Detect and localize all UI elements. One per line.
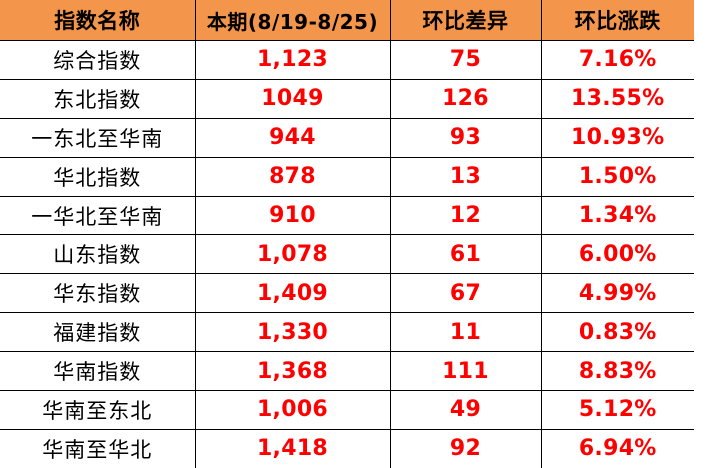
table-body: 综合指数 1,123 75 7.16% 东北指数 1049 126 13.55% 一东北至华南 9… — [0, 40, 694, 468]
cell-mom-difference: 13 — [389, 156, 542, 197]
cell-current-period: 1,078 — [194, 234, 391, 275]
cell-index-name: 华北指数 — [0, 156, 196, 197]
cell-current-period: 1,418 — [194, 428, 391, 468]
table-row: 一东北至华南 944 93 10.93% — [0, 117, 694, 158]
column-header-mom-difference: 环比差异 — [390, 0, 542, 41]
cell-mom-change: 0.83% — [540, 312, 694, 353]
cell-mom-change: 4.99% — [540, 273, 694, 314]
cell-index-name: 华南至东北 — [0, 390, 196, 430]
table-row: 华东指数 1,409 67 4.99% — [0, 273, 694, 314]
cell-mom-change: 10.93% — [540, 117, 694, 158]
cell-mom-change: 6.94% — [540, 428, 694, 468]
cell-mom-difference: 93 — [389, 117, 542, 158]
cell-index-name: 综合指数 — [0, 40, 196, 80]
cell-mom-difference: 12 — [389, 195, 542, 236]
table-row: 福建指数 1,330 11 0.83% — [0, 312, 694, 353]
cell-current-period: 1,368 — [194, 351, 391, 392]
cell-index-name: 一东北至华南 — [0, 117, 196, 158]
table-header: 指数名称 本期(8/19-8/25) 环比差异 环比涨跌 — [0, 0, 694, 41]
cell-mom-change: 13.55% — [540, 78, 694, 119]
table-row: 华南至东北 1,006 49 5.12% — [0, 390, 694, 430]
cell-mom-change: 8.83% — [540, 351, 694, 392]
cell-index-name: 东北指数 — [0, 78, 196, 119]
table-row: 山东指数 1,078 61 6.00% — [0, 234, 694, 275]
column-header-mom-change: 环比涨跌 — [541, 0, 694, 41]
cell-mom-change: 1.50% — [540, 156, 694, 197]
cell-mom-difference: 92 — [389, 428, 542, 468]
table-row: 华南至华北 1,418 92 6.94% — [0, 428, 694, 468]
table-row: 华北指数 878 13 1.50% — [0, 156, 694, 197]
cell-mom-difference: 111 — [389, 351, 542, 392]
header-row: 指数名称 本期(8/19-8/25) 环比差异 环比涨跌 — [0, 0, 694, 41]
cell-current-period: 1,006 — [194, 390, 391, 430]
cell-current-period: 878 — [194, 156, 391, 197]
cell-mom-change: 1.34% — [540, 195, 694, 236]
cell-current-period: 1,123 — [194, 40, 391, 80]
table-row: 东北指数 1049 126 13.55% — [0, 78, 694, 119]
cell-current-period: 944 — [194, 117, 391, 158]
cell-current-period: 1049 — [194, 78, 391, 119]
cell-index-name: 山东指数 — [0, 234, 196, 275]
column-header-index-name: 指数名称 — [0, 0, 196, 41]
cell-mom-difference: 11 — [389, 312, 542, 353]
cell-current-period: 910 — [194, 195, 391, 236]
cell-current-period: 1,330 — [194, 312, 391, 353]
cell-mom-difference: 67 — [389, 273, 542, 314]
cell-index-name: 华南指数 — [0, 351, 196, 392]
table-row: 综合指数 1,123 75 7.16% — [0, 40, 694, 80]
cell-mom-difference: 61 — [389, 234, 542, 275]
table-row: 华南指数 1,368 111 8.83% — [0, 351, 694, 392]
cell-mom-change: 5.12% — [540, 390, 694, 430]
cell-current-period: 1,409 — [194, 273, 391, 314]
table-row: 一华北至华南 910 12 1.34% — [0, 195, 694, 236]
cell-mom-change: 6.00% — [540, 234, 694, 275]
cell-mom-difference: 49 — [389, 390, 542, 430]
column-header-current-period: 本期(8/19-8/25) — [195, 0, 391, 41]
cell-mom-difference: 126 — [389, 78, 542, 119]
cell-index-name: 一华北至华南 — [0, 195, 196, 236]
cell-mom-difference: 75 — [389, 40, 542, 80]
cell-index-name: 华东指数 — [0, 273, 196, 314]
cell-index-name: 华南至华北 — [0, 428, 196, 468]
cell-mom-change: 7.16% — [540, 40, 694, 80]
cell-index-name: 福建指数 — [0, 312, 196, 353]
